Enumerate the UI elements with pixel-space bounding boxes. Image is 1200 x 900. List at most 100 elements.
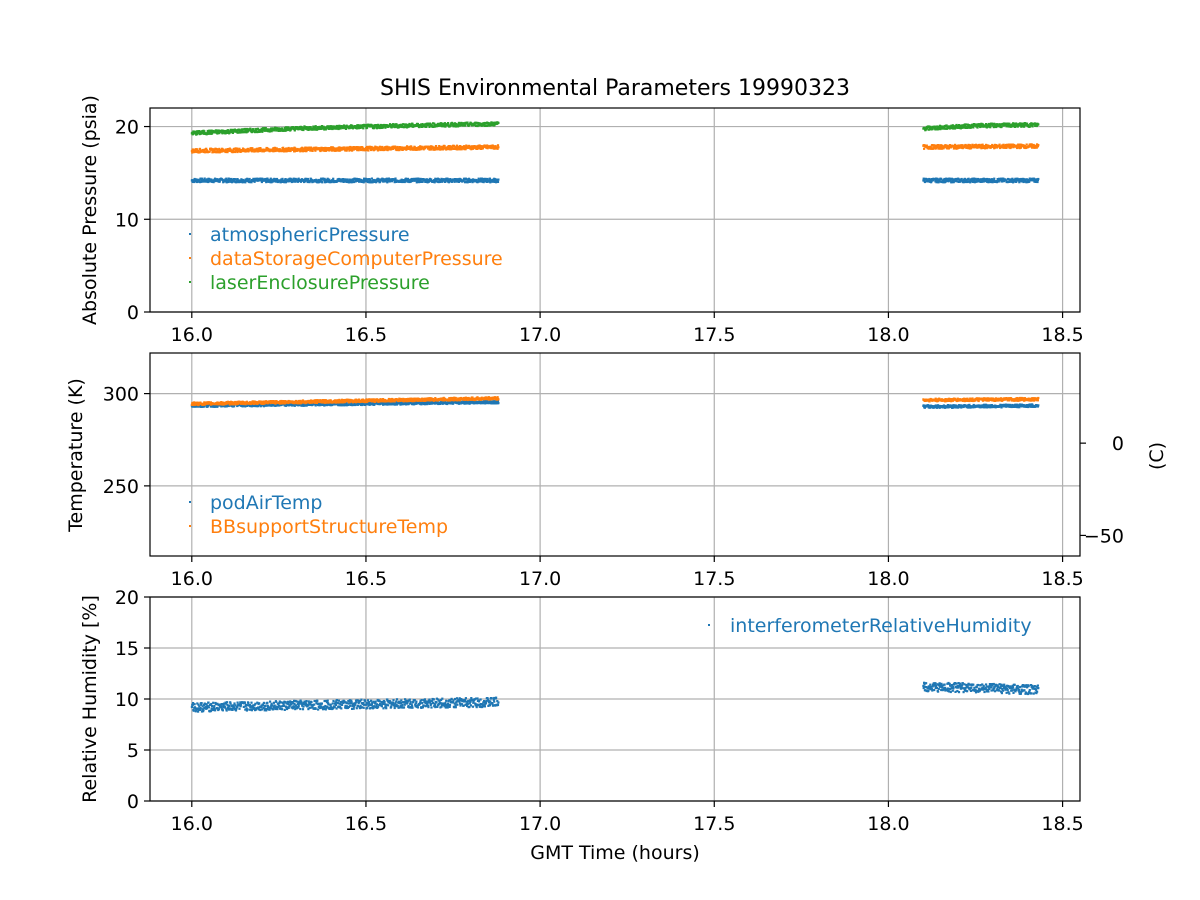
data-point [262, 400, 265, 403]
data-point [379, 123, 382, 127]
data-point [497, 402, 500, 405]
data-point [366, 179, 369, 182]
data-point [303, 400, 306, 403]
data-point [267, 178, 270, 181]
data-point [309, 401, 312, 404]
data-point [468, 178, 471, 181]
data-point [355, 127, 358, 130]
data-point [366, 398, 369, 401]
data-point [230, 177, 233, 181]
data-point [303, 404, 306, 407]
data-point [496, 144, 500, 147]
data-point [482, 181, 485, 184]
data-point [230, 401, 233, 404]
data-point [989, 179, 992, 182]
data-point [323, 149, 326, 152]
data-point [929, 145, 932, 148]
data-point [980, 178, 983, 181]
data-point [995, 146, 998, 149]
data-point [987, 180, 990, 183]
data-point [216, 178, 219, 181]
data-point [1036, 145, 1039, 148]
data-point [938, 146, 941, 149]
legend-marker [189, 233, 191, 235]
data-point [985, 147, 988, 150]
legend-entry-atmospheric-pressure: atmosphericPressure [210, 224, 410, 246]
data-point [973, 179, 976, 182]
data-point [257, 150, 260, 153]
data-point [1013, 180, 1016, 183]
x-tick-label: 16.5 [345, 324, 387, 346]
data-point [426, 178, 429, 181]
data-point [231, 180, 234, 183]
data-point [1010, 405, 1013, 409]
data-point [954, 127, 957, 130]
data-point [947, 145, 950, 148]
data-point [936, 178, 939, 181]
data-point [467, 400, 471, 403]
data-point [1002, 143, 1005, 146]
data-point [407, 400, 410, 403]
data-point [190, 149, 193, 153]
data-point [484, 177, 487, 180]
data-point [268, 130, 271, 133]
data-point [210, 132, 214, 135]
data-point [327, 399, 330, 402]
data-point [986, 177, 989, 181]
data-point [383, 148, 386, 151]
data-point [464, 124, 467, 127]
data-point [1000, 125, 1003, 129]
data-point [344, 127, 347, 130]
data-point [417, 177, 420, 180]
data-point [933, 125, 936, 128]
data-point [943, 146, 946, 149]
data-point [242, 148, 245, 151]
data-point [287, 180, 290, 183]
data-point [361, 146, 364, 149]
data-point [330, 149, 334, 152]
data-point [210, 178, 213, 181]
data-point [471, 400, 474, 403]
data-point [389, 403, 392, 406]
data-point [192, 132, 195, 135]
data-point [226, 129, 229, 132]
data-point [330, 146, 333, 149]
data-point [467, 180, 470, 183]
data-point [469, 145, 472, 149]
data-point [253, 131, 257, 134]
data-point [286, 127, 289, 130]
data-point [294, 127, 297, 131]
data-point [220, 129, 223, 132]
data-point [370, 177, 373, 180]
data-point [276, 179, 279, 182]
data-point [320, 177, 323, 181]
data-point [197, 131, 200, 134]
data-point [1029, 145, 1032, 148]
data-point [273, 177, 276, 180]
data-point [389, 123, 392, 127]
data-point [419, 145, 422, 148]
data-point [404, 403, 407, 406]
data-point [395, 125, 398, 128]
data-point [1028, 125, 1031, 128]
data-point [327, 180, 330, 183]
data-point [475, 121, 478, 124]
data-point [354, 177, 357, 180]
data-point [250, 131, 253, 134]
data-point [1000, 178, 1003, 181]
data-point [372, 178, 375, 182]
data-point [374, 400, 377, 403]
data-point [285, 128, 288, 132]
data-point [306, 179, 309, 182]
data-point [201, 405, 204, 408]
data-point [967, 177, 970, 180]
data-point [385, 177, 389, 180]
data-point [470, 147, 473, 150]
pressure-x-ticks: 16.0 16.5 17.0 17.5 18.0 18.5 [171, 312, 1084, 346]
data-point [431, 402, 434, 405]
y-tick-label: 10 [115, 209, 139, 231]
data-point [980, 147, 983, 150]
data-point [454, 125, 457, 128]
data-point [469, 401, 472, 405]
data-point [258, 129, 261, 132]
